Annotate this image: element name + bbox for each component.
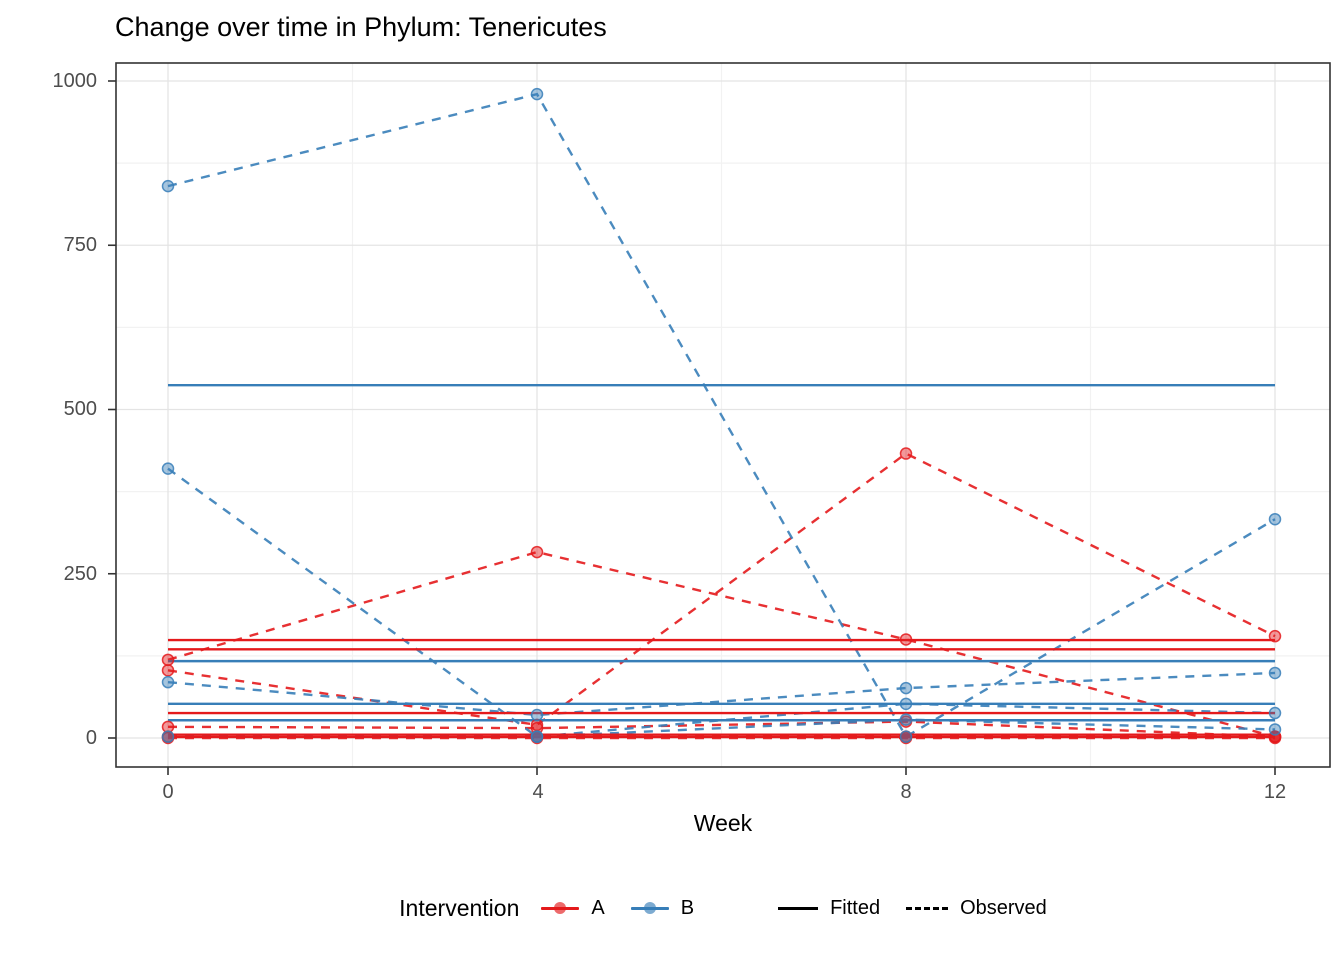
dashed-line-icon bbox=[906, 906, 949, 910]
solid-line-icon bbox=[778, 906, 819, 910]
legend-key-b-icon bbox=[630, 901, 669, 914]
legend-point-a-icon bbox=[554, 901, 567, 914]
legend-item-b-label: B bbox=[680, 896, 695, 919]
legend-item-b: B bbox=[630, 896, 695, 920]
legend-item-a-label: A bbox=[591, 896, 605, 919]
legend-item-a: A bbox=[541, 896, 605, 920]
legend-point-b-icon bbox=[643, 901, 656, 914]
y-tick-label-1000: 1000 bbox=[52, 70, 98, 92]
legend-item-observed: Observed bbox=[906, 897, 1047, 920]
legend-key-a-icon bbox=[541, 901, 580, 914]
legend: Intervention A B Fitted Observed bbox=[116, 884, 1330, 932]
legend-title: Intervention bbox=[399, 894, 520, 921]
x-tick-label-8: 8 bbox=[900, 781, 912, 803]
legend-item-fitted: Fitted bbox=[778, 897, 880, 920]
y-tick-label-0: 0 bbox=[85, 727, 97, 749]
y-tick-label-250: 250 bbox=[63, 563, 97, 585]
x-tick-label-4: 4 bbox=[532, 781, 544, 803]
y-tick-label-750: 750 bbox=[63, 234, 97, 256]
x-tick-label-12: 12 bbox=[1263, 781, 1287, 803]
chart-title: Change over time in Phylum: Tenericutes bbox=[115, 12, 607, 42]
legend-item-observed-label: Observed bbox=[960, 896, 1047, 919]
x-axis-label: Week bbox=[693, 810, 753, 836]
x-tick-label-0: 0 bbox=[162, 781, 174, 803]
y-tick-label-500: 500 bbox=[63, 398, 97, 420]
legend-item-fitted-label: Fitted bbox=[830, 896, 881, 919]
